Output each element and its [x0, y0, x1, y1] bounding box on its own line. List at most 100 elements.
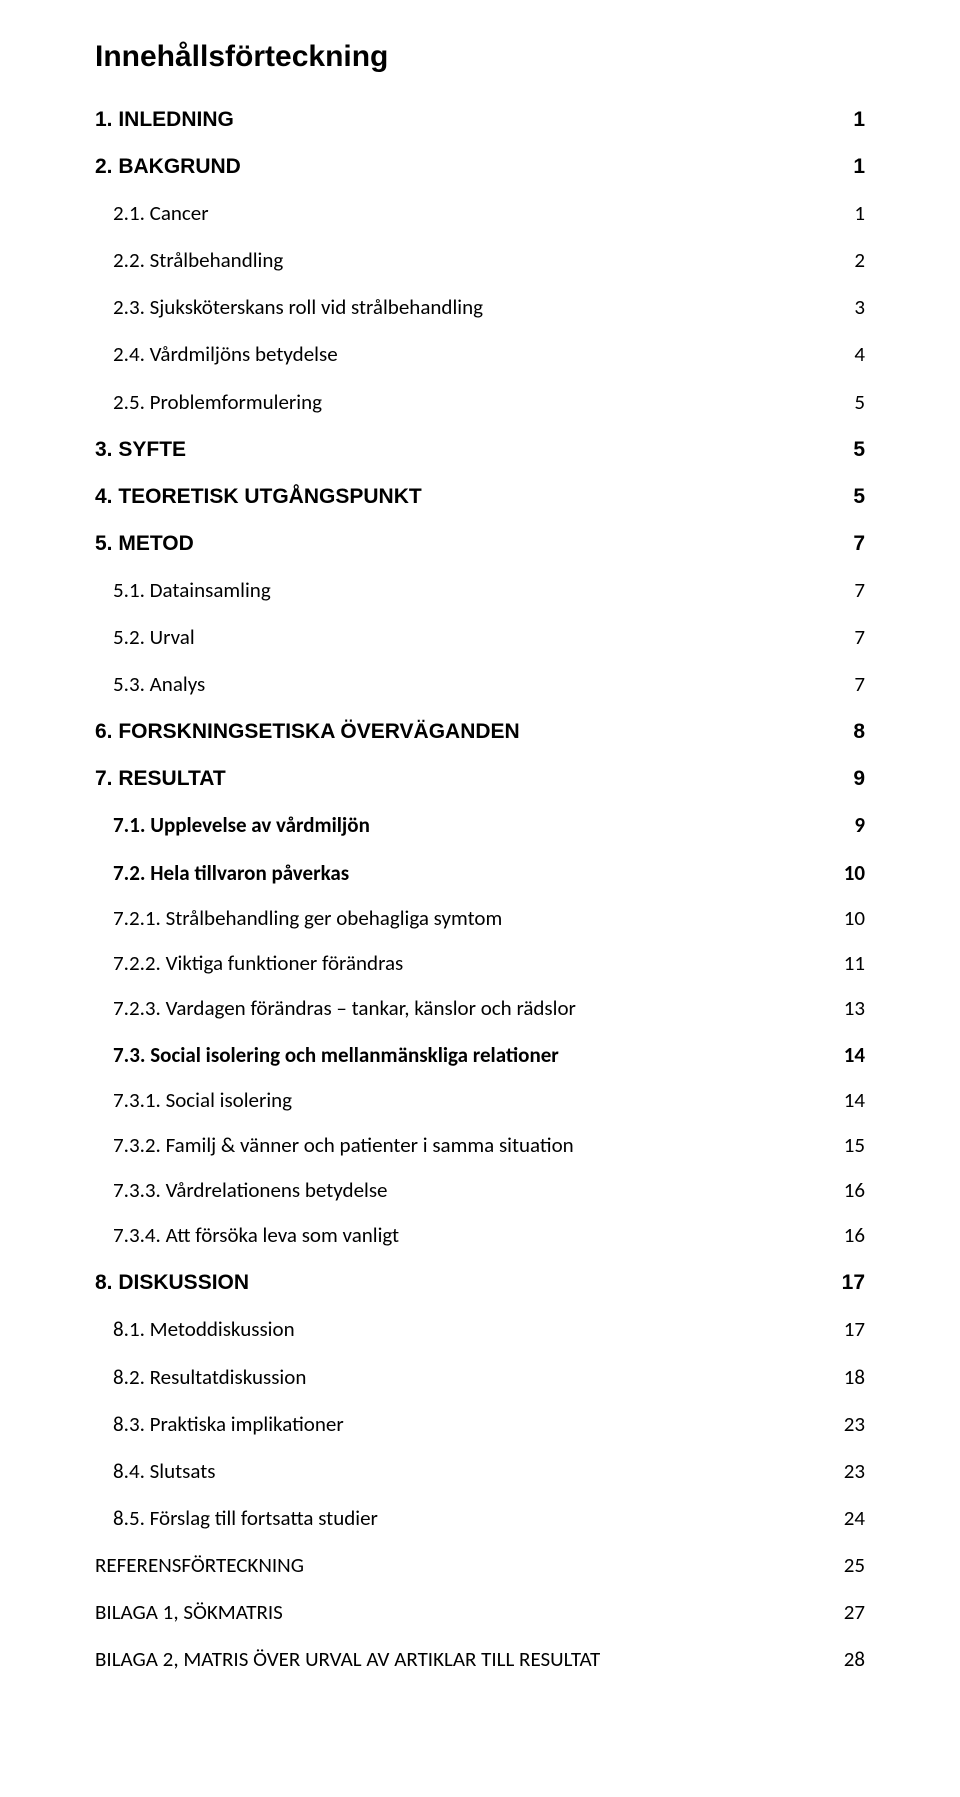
toc-entry-page: 25: [834, 1554, 865, 1577]
toc-entry-label: 2.2. Strålbehandling: [113, 249, 283, 272]
toc-entry-label: 6. FORSKNINGSETISKA ÖVERVÄGANDEN: [95, 720, 520, 743]
toc-entry-page: 11: [834, 952, 865, 975]
toc-title: Innehållsförteckning: [95, 40, 865, 74]
toc-entry: 2.3. Sjuksköterskans roll vid strålbehan…: [95, 296, 865, 319]
toc-entry-label: REFERENSFÖRTECKNING: [95, 1554, 304, 1577]
toc-entry: 2. BAKGRUND 1: [95, 155, 865, 178]
toc-entry: 7.3.2. Familj & vänner och patienter i s…: [95, 1134, 865, 1157]
toc-entry-page: 17: [834, 1318, 865, 1341]
toc-entry-page: 5: [843, 485, 865, 508]
toc-entry-page: 7: [844, 626, 865, 649]
toc-entry-page: 7: [844, 579, 865, 602]
toc-entry-label: 7.2.1. Strålbehandling ger obehagliga sy…: [113, 907, 502, 930]
toc-entry-page: 7: [844, 673, 865, 696]
toc-entry-label: 7.2.3. Vardagen förändras – tankar, käns…: [113, 997, 576, 1020]
toc-entry-page: 3: [844, 296, 865, 319]
toc-entry-page: 18: [834, 1366, 865, 1389]
toc-entry: 2.5. Problemformulering 5: [95, 391, 865, 414]
toc-entry: 3. SYFTE 5: [95, 438, 865, 461]
toc-entry-page: 4: [844, 343, 865, 366]
toc-entry-label: 7.2. Hela tillvaron påverkas: [113, 862, 349, 885]
toc-entry-page: 9: [844, 814, 865, 837]
toc-entry: BILAGA 1, SÖKMATRIS 27: [95, 1601, 865, 1624]
toc-entry-label: BILAGA 1, SÖKMATRIS: [95, 1601, 283, 1624]
toc-entry-label: BILAGA 2, MATRIS ÖVER URVAL AV ARTIKLAR …: [95, 1648, 600, 1671]
toc-entry-label: 5.2. Urval: [113, 626, 195, 649]
toc-entry: 7.3. Social isolering och mellanmänsklig…: [95, 1044, 865, 1067]
toc-entry: 1. INLEDNING1: [95, 108, 865, 131]
toc-entry-page: 5: [844, 391, 865, 414]
toc-entry: 7.3.4. Att försöka leva som vanligt 16: [95, 1224, 865, 1247]
toc-entry: 8.2. Resultatdiskussion 18: [95, 1366, 865, 1389]
toc-entry: 7.1. Upplevelse av vårdmiljön 9: [95, 814, 865, 837]
toc-entry-page: 14: [834, 1044, 865, 1067]
toc-entry-label: 2.3. Sjuksköterskans roll vid strålbehan…: [113, 296, 483, 319]
toc-entry-page: 9: [843, 767, 865, 790]
toc-entry-page: 7: [843, 532, 865, 555]
toc-entry-label: 5.3. Analys: [113, 673, 205, 696]
toc-entry-page: 14: [834, 1089, 865, 1112]
toc-entry-label: 5.1. Datainsamling: [113, 579, 271, 602]
toc-entry: 6. FORSKNINGSETISKA ÖVERVÄGANDEN 8: [95, 720, 865, 743]
toc-entry-label: 7.3.2. Familj & vänner och patienter i s…: [113, 1134, 574, 1157]
toc-entry-label: 7.3. Social isolering och mellanmänsklig…: [113, 1044, 559, 1067]
toc-entry-label: 2.1. Cancer: [113, 202, 209, 225]
toc-entry-label: 5. METOD: [95, 532, 194, 555]
toc-entry-page: 23: [834, 1413, 865, 1436]
toc-entry: 5.1. Datainsamling 7: [95, 579, 865, 602]
toc-entry: 5. METOD 7: [95, 532, 865, 555]
toc-entry-page: 15: [834, 1134, 865, 1157]
toc-entry-page: 17: [832, 1271, 865, 1294]
toc-entry-label: 8.3. Praktiska implikationer: [113, 1413, 344, 1436]
toc-entry-label: 7.3.3. Vårdrelationens betydelse: [113, 1179, 388, 1202]
toc-entry-page: 27: [834, 1601, 865, 1624]
toc-entry-label: 7. RESULTAT: [95, 767, 226, 790]
toc-entry-label: 4. TEORETISK UTGÅNGSPUNKT: [95, 485, 422, 508]
toc-entry: REFERENSFÖRTECKNING 25: [95, 1554, 865, 1577]
toc-entry-label: 8. DISKUSSION: [95, 1271, 249, 1294]
toc-entry-page: 8: [843, 720, 865, 743]
toc-entry-label: 8.4. Slutsats: [113, 1460, 216, 1483]
toc-entry-label: 3. SYFTE: [95, 438, 186, 461]
toc-entry-label: 8.2. Resultatdiskussion: [113, 1366, 306, 1389]
toc-entry: 7.2.1. Strålbehandling ger obehagliga sy…: [95, 907, 865, 930]
toc-entry-label: 7.3.4. Att försöka leva som vanligt: [113, 1224, 399, 1247]
toc-entry-label: 1. INLEDNING: [95, 108, 234, 131]
toc-entry-label: 2.4. Vårdmiljöns betydelse: [113, 343, 338, 366]
toc-entry: 7.2.3. Vardagen förändras – tankar, käns…: [95, 997, 865, 1020]
toc-entry: 5.2. Urval 7: [95, 626, 865, 649]
toc-entry: 2.1. Cancer 1: [95, 202, 865, 225]
toc-entry-page: 28: [834, 1648, 865, 1671]
toc-entry: 7.2. Hela tillvaron påverkas 10: [95, 862, 865, 885]
toc-entry: 8. DISKUSSION 17: [95, 1271, 865, 1294]
toc-entry-label: 8.1. Metoddiskussion: [113, 1318, 295, 1341]
toc-entry-page: 5: [843, 438, 865, 461]
toc-entry: 8.4. Slutsats 23: [95, 1460, 865, 1483]
toc-entry: BILAGA 2, MATRIS ÖVER URVAL AV ARTIKLAR …: [95, 1648, 865, 1671]
toc-entry-page: 16: [834, 1179, 865, 1202]
toc-entry-page: 1: [844, 202, 865, 225]
toc-entry: 8.5. Förslag till fortsatta studier 24: [95, 1507, 865, 1530]
toc-entry-page: 13: [834, 997, 865, 1020]
toc-entry: 7.3.1. Social isolering 14: [95, 1089, 865, 1112]
toc-entry: 7.3.3. Vårdrelationens betydelse 16: [95, 1179, 865, 1202]
toc-entry-page: 10: [834, 862, 865, 885]
toc-entry-label: 2.5. Problemformulering: [113, 391, 322, 414]
toc-entry: 5.3. Analys 7: [95, 673, 865, 696]
toc-entry-label: 7.2.2. Viktiga funktioner förändras: [113, 952, 403, 975]
toc-entry: 7. RESULTAT 9: [95, 767, 865, 790]
toc-list: 1. INLEDNING1 2. BAKGRUND 1 2.1. Cancer 1 2.2…: [95, 108, 865, 1671]
toc-entry-page: 16: [834, 1224, 865, 1247]
toc-entry: 8.1. Metoddiskussion 17: [95, 1318, 865, 1341]
toc-entry-page: 2: [844, 249, 865, 272]
toc-entry-page: 10: [834, 907, 865, 930]
toc-entry-page: 23: [834, 1460, 865, 1483]
toc-entry: 2.2. Strålbehandling 2: [95, 249, 865, 272]
toc-entry-page: 24: [834, 1507, 865, 1530]
toc-entry-label: 8.5. Förslag till fortsatta studier: [113, 1507, 378, 1530]
toc-entry: 8.3. Praktiska implikationer 23: [95, 1413, 865, 1436]
toc-entry-label: 7.1. Upplevelse av vårdmiljön: [113, 814, 370, 837]
toc-entry-label: 7.3.1. Social isolering: [113, 1089, 292, 1112]
toc-entry-label: 2. BAKGRUND: [95, 155, 241, 178]
toc-entry-page: 1: [843, 155, 865, 178]
